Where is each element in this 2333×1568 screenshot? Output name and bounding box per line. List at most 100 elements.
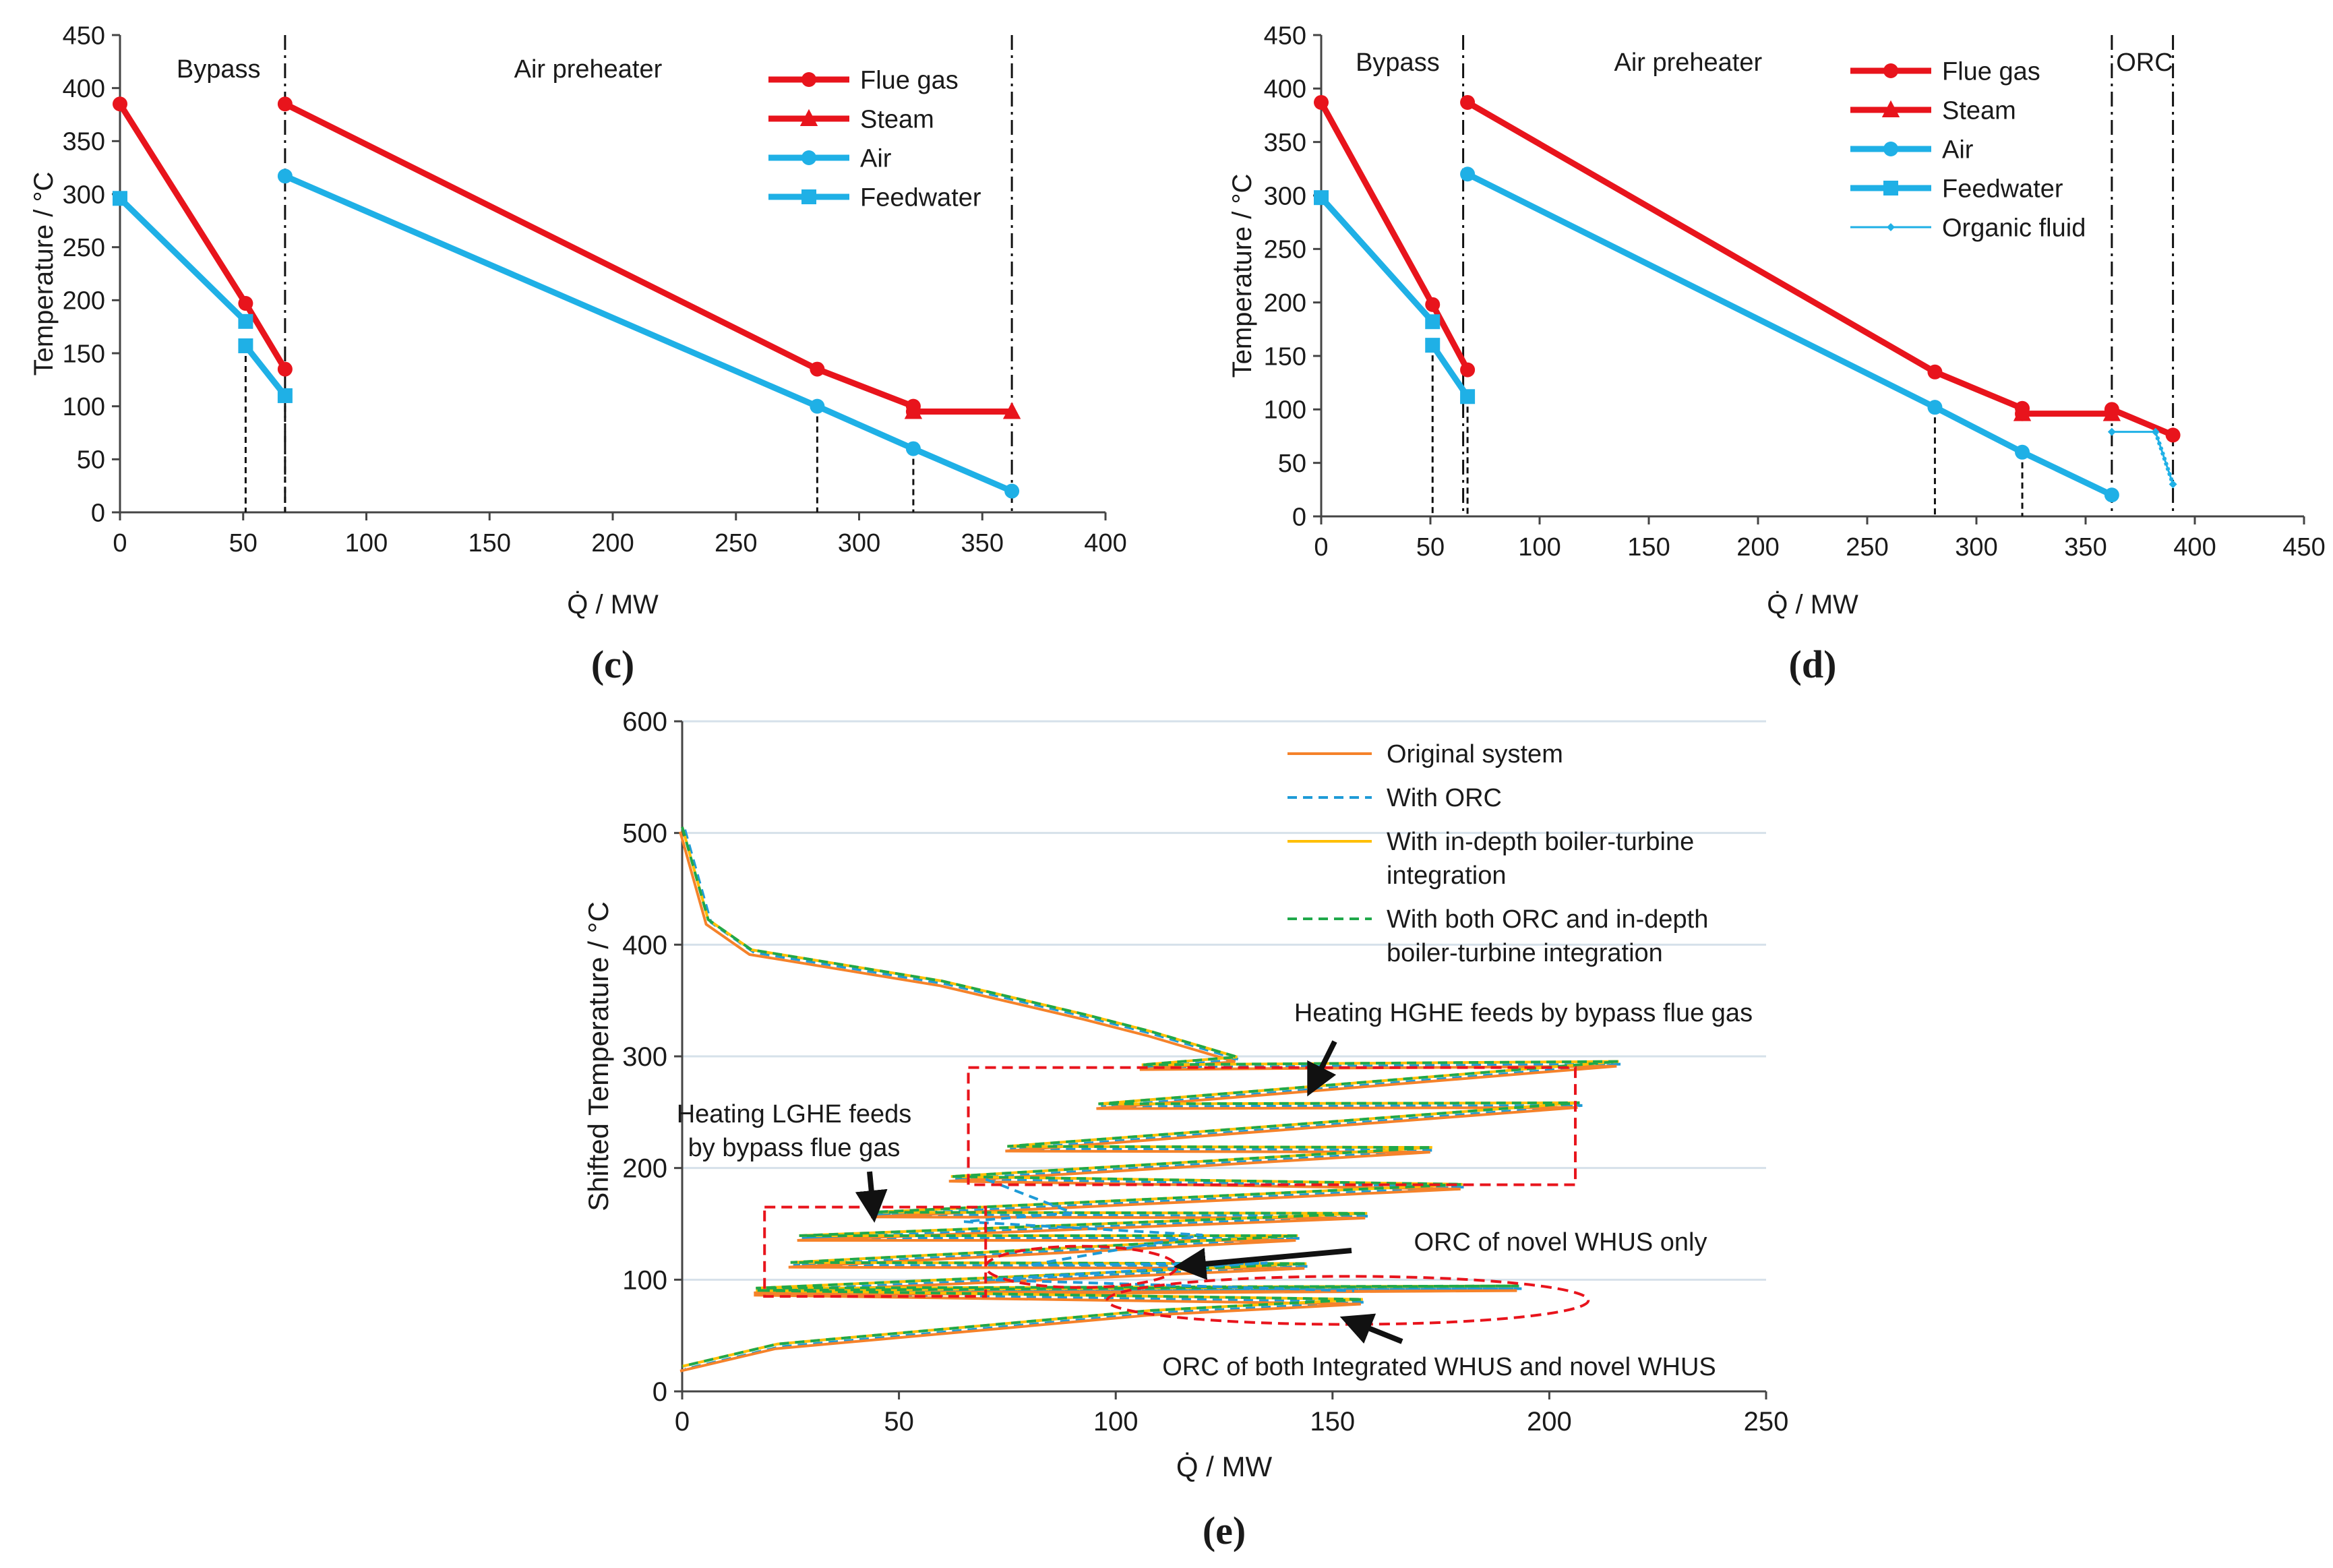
legend-marker [1881, 100, 1900, 117]
y-tick-label: 100 [622, 1265, 667, 1295]
annotation-arrow [1339, 1313, 1403, 1344]
data-point [238, 338, 253, 353]
legend-label: Steam [860, 105, 934, 133]
data-point [1002, 402, 1021, 419]
series-line-feedwater [243, 344, 288, 398]
x-tick-label: 100 [1093, 1407, 1139, 1437]
x-tick-label: 150 [468, 529, 511, 557]
legend-label: Air [860, 144, 892, 173]
x-tick-label: 300 [1955, 533, 1997, 562]
x-tick-label: 400 [2173, 533, 2216, 562]
x-tick-label: 250 [1846, 533, 1888, 562]
region-label: Air preheater [514, 55, 663, 84]
data-point [113, 191, 127, 206]
data-point [1425, 297, 1441, 312]
legend-label: Air [1942, 135, 1974, 164]
y-axis-label: Shifted Temperature / °C [582, 901, 614, 1211]
y-axis-label: Temperature / °C [1228, 174, 1257, 378]
series-line-feedwater [117, 196, 248, 324]
x-tick-label: 400 [1084, 529, 1126, 557]
x-axis-label: Q̇ / MW [567, 590, 659, 620]
y-tick-label: 150 [63, 340, 105, 368]
y-tick-label: 400 [622, 930, 667, 960]
panel-caption: (c) [591, 642, 634, 686]
x-tick-label: 100 [1518, 533, 1561, 562]
y-tick-label: 450 [1264, 22, 1306, 50]
annotation-arrow [1174, 1247, 1352, 1280]
legend-label: Feedwater [1942, 175, 2063, 203]
panel-c-chart: 0 50 100 150 200 250 300 350 400 0 50 100 150 200 250 3… [29, 22, 1127, 686]
x-tick-label: 150 [1627, 533, 1670, 562]
y-tick-label: 500 [622, 819, 667, 849]
series-line-air [284, 173, 1013, 494]
x-tick-label: 150 [1310, 1407, 1355, 1437]
data-point [1314, 94, 1329, 110]
y-tick-label: 300 [63, 181, 105, 209]
x-axis-label: Q̇ / MW [1176, 1451, 1273, 1482]
data-point [113, 96, 127, 112]
y-tick-label: 50 [77, 446, 105, 475]
data-point [1460, 362, 1476, 378]
legend-label: Flue gas [1942, 57, 2040, 86]
y-tick-label: 0 [653, 1377, 667, 1407]
y-tick-label: 250 [1264, 236, 1306, 264]
series-line-air [1466, 171, 2113, 498]
region-label: ORC [2116, 49, 2173, 77]
y-tick-label: 600 [622, 707, 667, 737]
x-tick-label: 350 [961, 529, 1004, 557]
panel-caption: (d) [1789, 642, 1837, 686]
y-tick-label: 350 [63, 128, 105, 156]
x-tick-label: 50 [884, 1407, 914, 1437]
y-axis-label: Temperature / °C [29, 172, 59, 376]
legend: Original system With ORC With in-depth boi… [1287, 740, 1708, 967]
legend-marker [801, 150, 816, 165]
annotation-arrow [855, 1171, 888, 1223]
legend-label: Organic fluid [1942, 214, 2086, 242]
data-point [1004, 483, 1020, 499]
annotation-label: by bypass flue gas [688, 1134, 901, 1162]
data-point [1460, 389, 1476, 404]
data-point [277, 388, 293, 403]
x-tick-label: 0 [113, 529, 127, 557]
data-point [2015, 444, 2030, 460]
legend-marker [799, 109, 818, 126]
panel-e-chart: 0 50 100 150 200 250 0 100 200 300 400 500 600 Q̇ / M… [582, 707, 1788, 1552]
x-tick-label: 0 [1314, 533, 1328, 562]
legend-marker [1887, 223, 1895, 231]
data-point [238, 296, 253, 311]
data-point [1460, 167, 1476, 182]
y-tick-label: 200 [63, 287, 105, 315]
region-label: Air preheater [1614, 49, 1762, 77]
data-point [2169, 480, 2177, 489]
series-line-flue-gas [1319, 100, 1471, 371]
data-point [2013, 404, 2032, 421]
data-point [2151, 427, 2160, 436]
series-line-feedwater [1319, 195, 1435, 324]
y-tick-label: 450 [63, 22, 105, 50]
legend-label: boiler-turbine integration [1387, 939, 1663, 967]
legend-label: With both ORC and in-depth [1387, 905, 1708, 934]
x-tick-label: 0 [675, 1407, 690, 1437]
y-tick-label: 250 [63, 234, 105, 262]
orc-only-curve [963, 1178, 1355, 1292]
data-point [1927, 364, 1943, 380]
y-tick-label: 200 [1264, 289, 1306, 318]
data-point [904, 402, 923, 419]
data-point [1460, 94, 1476, 110]
legend-marker [801, 72, 816, 87]
y-tick-label: 200 [622, 1154, 667, 1184]
legend-label: Original system [1387, 740, 1563, 768]
x-tick-label: 100 [345, 529, 388, 557]
data-point [1314, 190, 1329, 206]
x-tick-label: 300 [838, 529, 880, 557]
data-point [905, 441, 921, 456]
annotation-label: Heating LGHE feeds [677, 1100, 912, 1128]
legend-marker [1883, 63, 1898, 78]
y-tick-label: 400 [1264, 76, 1306, 104]
region-label: Bypass [177, 55, 261, 84]
y-tick-label: 0 [91, 499, 105, 527]
legend: Flue gas Steam Air Feedwater Organic fluid [1850, 57, 2086, 242]
annotation-box [967, 1066, 1577, 1186]
x-axis-label: Q̇ / MW [1767, 590, 1858, 620]
panel-caption: (e) [1203, 1509, 1246, 1552]
